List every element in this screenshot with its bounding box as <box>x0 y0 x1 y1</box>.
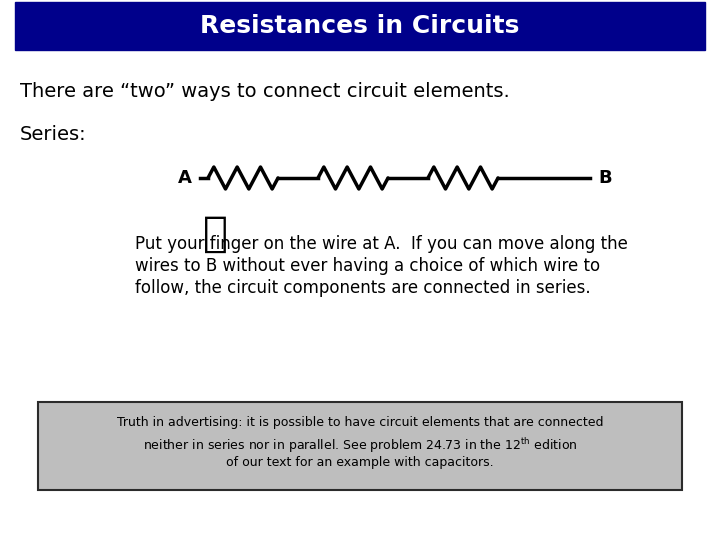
Text: follow, the circuit components are connected in series.: follow, the circuit components are conne… <box>135 279 590 297</box>
Text: Resistances in Circuits: Resistances in Circuits <box>200 14 520 38</box>
Text: Series:: Series: <box>20 125 86 144</box>
FancyBboxPatch shape <box>15 2 705 50</box>
Text: B: B <box>598 169 611 187</box>
Text: wires to B without ever having a choice of which wire to: wires to B without ever having a choice … <box>135 257 600 275</box>
Text: 🖰: 🖰 <box>202 213 228 255</box>
Text: of our text for an example with capacitors.: of our text for an example with capacito… <box>226 456 494 469</box>
Text: A: A <box>178 169 192 187</box>
Text: Truth in advertising: it is possible to have circuit elements that are connected: Truth in advertising: it is possible to … <box>117 416 603 429</box>
FancyBboxPatch shape <box>38 402 682 490</box>
Text: Put your finger on the wire at A.  If you can move along the: Put your finger on the wire at A. If you… <box>135 235 628 253</box>
Text: neither in series nor in parallel. See problem 24.73 in the 12$^{\rm th}$ editio: neither in series nor in parallel. See p… <box>143 436 577 455</box>
Text: There are “two” ways to connect circuit elements.: There are “two” ways to connect circuit … <box>20 82 510 101</box>
